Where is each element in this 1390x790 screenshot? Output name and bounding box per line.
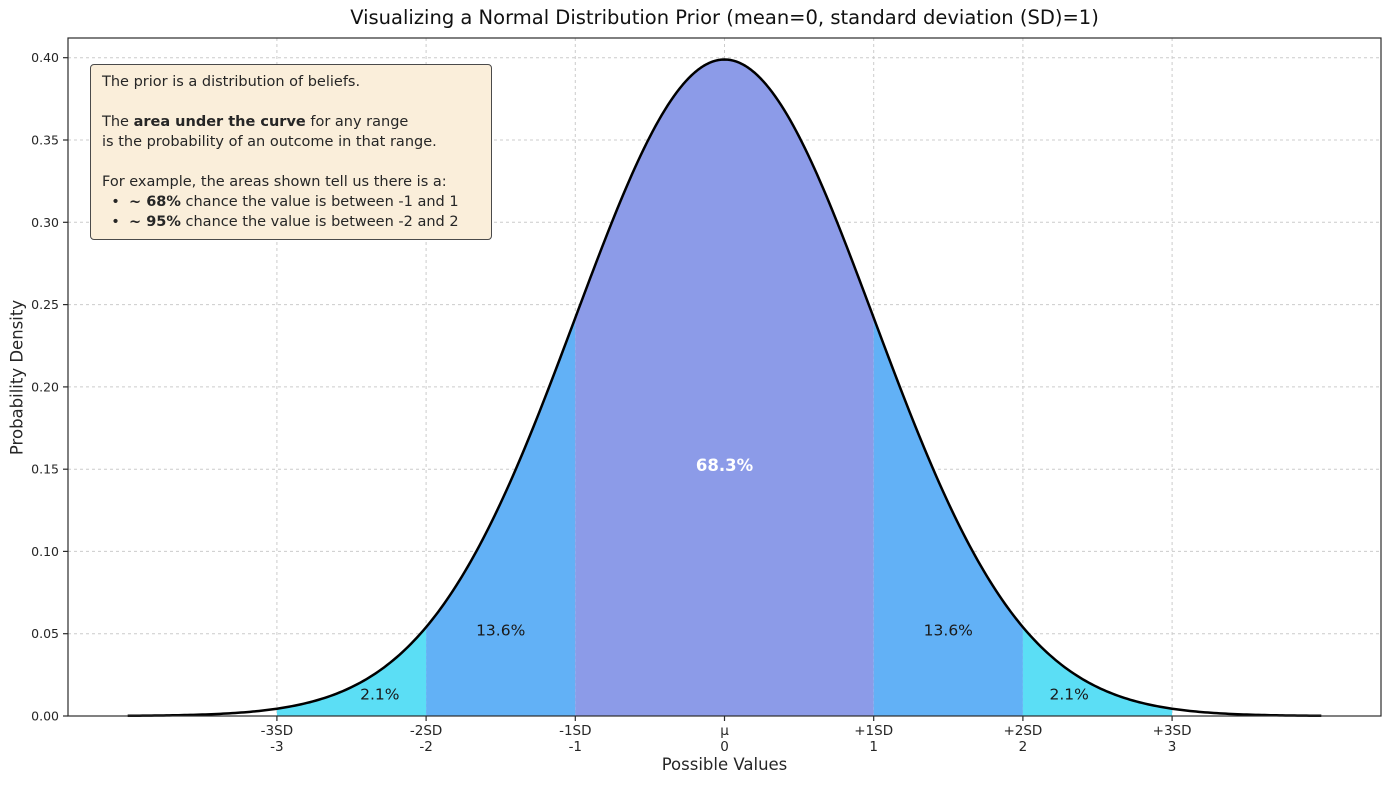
- y-tick-label: 0.40: [31, 50, 59, 65]
- y-tick-label: 0.00: [31, 709, 59, 724]
- x-tick-label-value: 1: [869, 739, 878, 755]
- x-tick-label-sd: -1SD: [559, 723, 591, 739]
- x-tick-label-value: 3: [1168, 739, 1177, 755]
- x-tick-label-value: 0: [720, 739, 729, 755]
- infobox-text-bold: area under the curve: [133, 114, 306, 130]
- infobox-blank-line: [102, 152, 480, 172]
- x-tick-label-sd: μ: [720, 723, 729, 739]
- x-tick-label-sd: +2SD: [1003, 723, 1042, 739]
- x-tick-label-sd: -2SD: [410, 723, 442, 739]
- infobox-text-bold: ~ 95%: [129, 214, 181, 230]
- infobox-line: is the probability of an outcome in that…: [102, 132, 480, 152]
- region-fill: [276, 627, 427, 716]
- infobox-line: The prior is a distribution of beliefs.: [102, 72, 480, 92]
- x-axis-label: Possible Values: [661, 755, 788, 774]
- y-tick-label: 0.05: [31, 626, 59, 641]
- infobox-line: For example, the areas shown tell us the…: [102, 172, 480, 192]
- y-tick-label: 0.25: [31, 297, 59, 312]
- x-tick-label-value: -3: [270, 739, 283, 755]
- density-curve: [127, 58, 1322, 718]
- infobox-blank-line: [102, 92, 480, 112]
- infobox-text-bold: ~ 68%: [129, 194, 181, 210]
- y-tick-label: 0.20: [31, 379, 59, 394]
- x-tick-label-value: 2: [1019, 739, 1028, 755]
- x-tick-label-sd: +3SD: [1153, 723, 1192, 739]
- infobox-text: is the probability of an outcome in that…: [102, 134, 437, 150]
- infobox-text: chance the value is between -2 and 2: [180, 214, 459, 230]
- region-label: 2.1%: [360, 686, 399, 704]
- infobox-line: • ~ 95% chance the value is between -2 a…: [102, 212, 480, 232]
- infobox-text: •: [102, 214, 129, 230]
- y-tick-label: 0.15: [31, 462, 59, 477]
- chart-title: Visualizing a Normal Distribution Prior …: [350, 6, 1099, 29]
- infobox-line: The area under the curve for any range: [102, 112, 480, 132]
- infobox-text: chance the value is between -1 and 1: [180, 194, 459, 210]
- x-tick-label-value: -2: [419, 739, 432, 755]
- infobox: The prior is a distribution of beliefs. …: [90, 64, 492, 240]
- y-axis-label: Probability Density: [7, 299, 27, 456]
- infobox-text: •: [102, 194, 129, 210]
- y-tick-label: 0.30: [31, 215, 59, 230]
- x-tick-label-value: -1: [569, 739, 582, 755]
- infobox-text: for any range: [305, 114, 409, 130]
- infobox-text: The prior is a distribution of beliefs.: [102, 74, 361, 90]
- infobox-text: The: [102, 114, 134, 130]
- region-fill: [575, 59, 874, 717]
- infobox-text: For example, the areas shown tell us the…: [102, 174, 447, 190]
- region-label: 68.3%: [696, 456, 754, 475]
- region-fill: [1022, 627, 1173, 716]
- x-tick-label-sd: -3SD: [261, 723, 293, 739]
- region-label: 13.6%: [476, 621, 525, 639]
- x-tick-label-sd: +1SD: [854, 723, 893, 739]
- region-label: 13.6%: [924, 621, 973, 639]
- region-label: 2.1%: [1050, 686, 1089, 704]
- infobox-line: • ~ 68% chance the value is between -1 a…: [102, 192, 480, 212]
- y-tick-label: 0.35: [31, 133, 59, 148]
- y-tick-label: 0.10: [31, 544, 59, 559]
